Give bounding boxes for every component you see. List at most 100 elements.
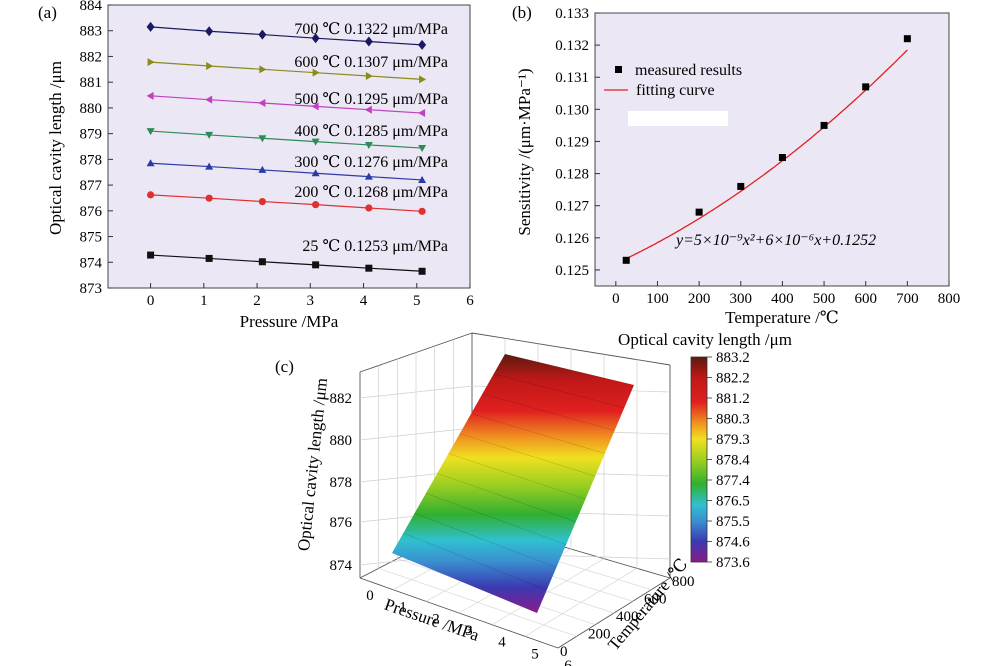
surface-contour-lines [403, 373, 625, 591]
data-point [146, 91, 154, 100]
panel-c-label: (c) [275, 357, 294, 376]
panel-b-ytick-label: 0.133 [555, 6, 589, 22]
panel-a-ytick-label: 878 [80, 152, 103, 168]
colorbar-tick-label: 882.2 [716, 371, 750, 387]
data-point [258, 258, 266, 266]
surface-contour [493, 373, 625, 409]
data-point [365, 264, 373, 272]
panel-b-ytick-label: 0.131 [555, 70, 589, 86]
panel-c-ztick-label: 882 [330, 391, 353, 407]
panel-a-ytick-label: 873 [80, 281, 103, 297]
panel-b-series [622, 35, 911, 264]
panel-b-ytick-label: 0.126 [555, 231, 589, 247]
panel-c-title: Optical cavity length /μm [618, 330, 792, 349]
panel-b-xtick-label: 0 [612, 291, 620, 307]
panel-c-xtick-label: 5 [531, 646, 539, 662]
data-point [146, 191, 155, 199]
data-point [258, 135, 267, 143]
colorbar-tick-label: 881.2 [716, 391, 750, 407]
data-point [205, 26, 214, 37]
panel-a-ytick-label: 879 [80, 127, 103, 143]
panel-a-xtick-label: 3 [307, 293, 315, 309]
panel-c-xlabel: Pressure /MPa [382, 595, 482, 645]
panel-a-xtick-label: 2 [253, 293, 261, 309]
panel-a-xtick-label: 5 [413, 293, 421, 309]
colorbar [690, 356, 708, 563]
curve-label: 25 ℃ 0.1253 μm/MPa [302, 238, 448, 255]
data-point [418, 175, 427, 183]
colorbar-tick-label: 873.6 [716, 555, 750, 571]
colorbar-tick-label: 879.3 [716, 432, 750, 448]
panel-c-ytick-label: 600 [644, 592, 667, 608]
measured-point [695, 208, 703, 216]
panel-c-xtick-label: 1 [399, 600, 407, 616]
panel-a-curve-labels: 700 ℃ 0.1322 μm/MPa 600 ℃ 0.1307 μm/MPa 50… [294, 21, 448, 255]
data-point [205, 254, 213, 262]
panel-c-ytick-label: 800 [672, 574, 695, 590]
surface-plane [392, 354, 634, 613]
panel-b-legend-patch [628, 111, 728, 126]
surface-contour [403, 532, 547, 591]
data-point [146, 21, 155, 32]
colorbar-tick-label: 874.6 [716, 535, 750, 551]
grid-line [359, 385, 473, 399]
panel-c: (c) Optical cavity length /μm 874 876 878 8… [275, 330, 792, 666]
panel-a-axes: 0 1 2 3 4 5 6 873 874 875 876 877 878 879 880 881 882 883… [80, 0, 475, 309]
panel-b-ytick-label: 0.128 [555, 167, 589, 183]
data-point [206, 61, 214, 70]
panel-c-ylabel: Temperature /℃ [604, 555, 692, 654]
data-point [418, 207, 426, 215]
data-point [365, 204, 373, 212]
legend-marker-measured [615, 66, 622, 73]
legend-label-measured: measured results [635, 62, 742, 79]
panel-a-ytick-label: 874 [80, 255, 103, 271]
panel-a-ytick-label: 883 [80, 24, 103, 40]
panel-b-xtick-label: 400 [771, 291, 794, 307]
measured-point [820, 121, 828, 129]
measured-point [622, 256, 630, 264]
data-point [311, 169, 320, 177]
series-line [150, 61, 423, 80]
data-point [312, 68, 320, 77]
curve-label: 200 ℃ 0.1268 μm/MPa [294, 184, 448, 201]
panel-c-ztick-label: 878 [330, 475, 353, 491]
data-point [418, 109, 426, 118]
panel-c-xtick-label: 0 [366, 588, 374, 604]
data-point [364, 172, 373, 180]
data-point [311, 138, 320, 146]
series-line [150, 194, 423, 212]
panel-b-ytick-label: 0.129 [555, 134, 589, 150]
colorbar-tick-label: 880.3 [716, 412, 750, 428]
panel-a-ytick-label: 882 [80, 49, 103, 65]
panel-c-xtick-label: 2 [432, 611, 440, 627]
panel-a-ytick-label: 875 [80, 230, 103, 246]
panel-c-zlabel: Optical cavity length /μm [294, 377, 331, 552]
data-point [205, 95, 213, 104]
data-point [418, 39, 427, 50]
panel-c-ytick-label: 400 [616, 609, 639, 625]
panel-b-ytick-label: 0.130 [555, 102, 589, 118]
series-line [150, 254, 423, 272]
data-point [364, 141, 373, 149]
colorbar-tick-label: 876.5 [716, 494, 750, 510]
panel-b-ytick-label: 0.127 [555, 199, 589, 215]
surface-contour [414, 512, 557, 568]
panel-c-ztick-label: 876 [330, 515, 353, 531]
panel-a-ytick-label: 881 [80, 75, 103, 91]
measured-point [903, 35, 911, 43]
colorbar-tick-label: 878.4 [716, 453, 750, 469]
panel-b-legend: measured results fitting curve [604, 62, 742, 99]
surface-contour [448, 453, 586, 500]
curve-label: 300 ℃ 0.1276 μm/MPa [294, 154, 448, 171]
curve-label: 600 ℃ 0.1307 μm/MPa [294, 54, 448, 71]
data-point [147, 58, 155, 67]
panel-b-ylabel: Sensitivity /(μm·MPa⁻¹) [515, 68, 534, 235]
panel-a-ytick-label: 884 [80, 0, 103, 14]
panel-b-xtick-label: 800 [938, 291, 961, 307]
data-point [312, 201, 320, 209]
fit-curve [625, 49, 908, 260]
panel-b-xtick-label: 700 [896, 291, 919, 307]
panel-c-xtick-label: 4 [498, 635, 506, 651]
